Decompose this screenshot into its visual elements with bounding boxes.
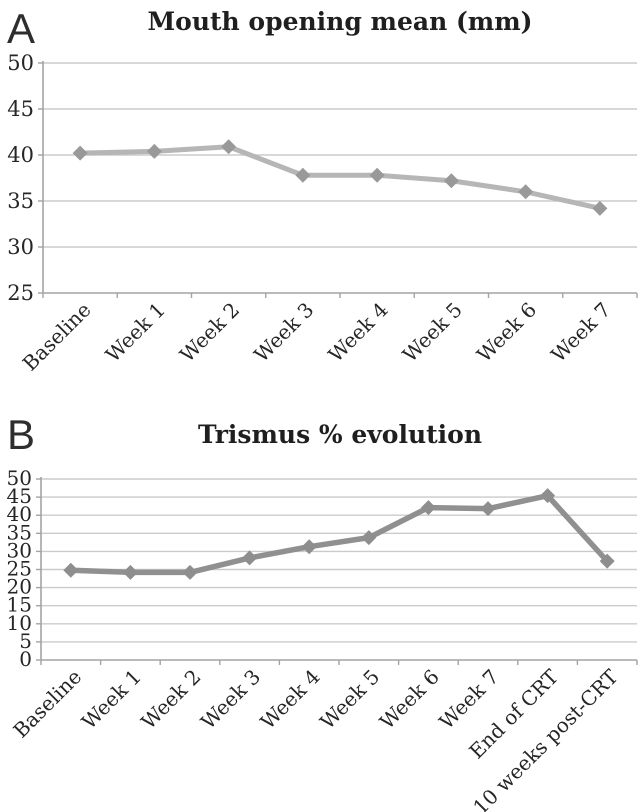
y-axis-tick-label: 25 <box>7 557 32 581</box>
x-axis-category-label: Week 1 <box>77 665 146 734</box>
y-axis-tick-label: 40 <box>7 143 34 167</box>
x-axis-category-label: Week 3 <box>196 665 265 734</box>
panel-a-label: A <box>7 5 36 52</box>
x-axis-category-label: Week 1 <box>101 298 170 367</box>
chart-a-title: Mouth opening mean (mm) <box>147 7 533 36</box>
y-axis-tick-label: 35 <box>7 520 32 544</box>
y-axis-tick-label: 0 <box>19 647 32 671</box>
x-axis-category-label: Baseline <box>18 298 96 376</box>
data-point-marker <box>146 143 162 159</box>
chart-b-title: Trismus % evolution <box>197 420 483 449</box>
y-axis-tick-label: 50 <box>7 466 32 490</box>
panel-b-label: B <box>7 411 36 458</box>
data-point-marker <box>443 173 459 189</box>
data-point-marker <box>182 564 198 580</box>
data-point-marker <box>63 562 79 578</box>
data-point-marker <box>242 550 258 566</box>
data-point-marker <box>301 539 317 555</box>
x-axis-category-label: Week 6 <box>472 298 541 367</box>
data-point-marker <box>518 184 534 200</box>
y-axis-tick-label: 30 <box>7 538 32 562</box>
data-series-line <box>68 492 610 576</box>
y-axis-tick-label: 40 <box>7 502 32 526</box>
x-axis-category-label: Week 2 <box>175 298 244 367</box>
data-point-marker <box>592 200 608 216</box>
y-axis-tick-label: 30 <box>7 235 34 259</box>
data-point-marker <box>72 145 88 161</box>
data-point-marker <box>480 501 496 517</box>
data-point-marker <box>361 530 377 546</box>
data-series-line <box>77 144 603 211</box>
x-axis-category-label: Week 4 <box>323 298 392 367</box>
y-axis-tick-label: 20 <box>7 575 32 599</box>
data-point-marker <box>540 488 556 504</box>
x-axis-category-label: Week 7 <box>546 298 615 367</box>
x-axis-category-label: Week 2 <box>136 665 205 734</box>
y-axis-tick-label: 25 <box>7 281 34 305</box>
x-axis-category-label: Week 6 <box>375 665 444 734</box>
data-point-marker <box>599 553 615 569</box>
y-axis-tick-label: 35 <box>7 189 34 213</box>
y-axis-tick-label: 15 <box>7 593 32 617</box>
data-point-marker <box>221 139 237 155</box>
x-axis-category-label: Week 3 <box>249 298 318 367</box>
x-axis-category-label: Baseline <box>8 665 86 743</box>
y-axis-tick-label: 50 <box>7 51 34 75</box>
y-axis-tick-label: 45 <box>7 97 34 121</box>
x-axis-category-label: Week 5 <box>398 298 467 367</box>
data-point-marker <box>122 564 138 580</box>
y-axis-tick-label: 10 <box>7 611 32 635</box>
y-axis-tick-label: 45 <box>7 484 32 508</box>
y-axis-tick-label: 5 <box>19 629 32 653</box>
x-axis-category-label: Week 4 <box>256 665 325 734</box>
data-point-marker <box>369 167 385 183</box>
data-point-marker <box>295 167 311 183</box>
x-axis-category-label: Week 5 <box>315 665 384 734</box>
